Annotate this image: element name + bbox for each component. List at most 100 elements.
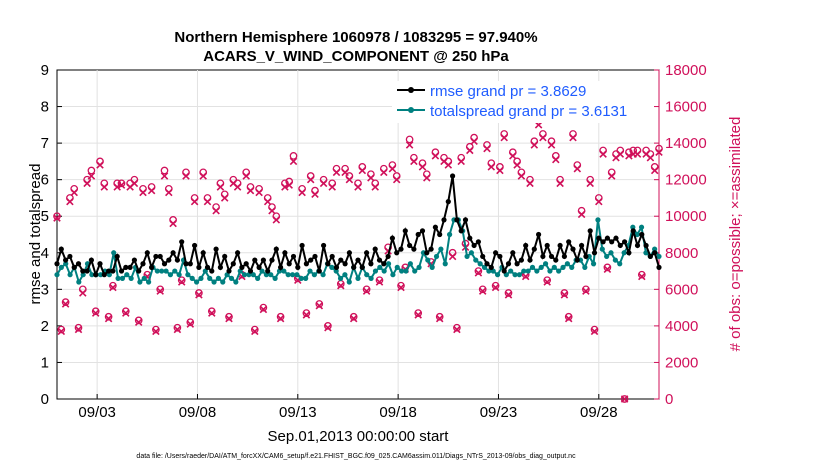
obs-assimilated-point <box>289 157 298 166</box>
obs-assimilated-point <box>599 150 607 158</box>
totalspread-point <box>98 272 104 278</box>
obs-possible-point <box>207 307 216 316</box>
obs-possible-point <box>637 270 646 279</box>
rmse-point <box>299 242 305 249</box>
totalspread-point <box>612 257 618 263</box>
legend: rmse grand pr = 3.8629 totalspread grand… <box>392 81 654 123</box>
obs-assimilated-point <box>311 190 319 199</box>
rmse-point <box>75 261 82 267</box>
obs-assimilated-point <box>380 168 388 177</box>
rmse-point <box>247 268 254 274</box>
totalspread-point <box>115 275 121 281</box>
totalspread-point <box>198 275 204 281</box>
obs-assimilated-point <box>152 327 160 336</box>
rmse-point <box>333 264 340 270</box>
rmse-point <box>454 217 460 223</box>
right-y-axis-ticks: 0 2000 4000 6000 8000 10000 12000 14000 16000 180… <box>654 62 707 408</box>
totalspread-point <box>67 272 73 278</box>
rmse-point <box>106 268 112 274</box>
obs-assimilated-point <box>337 281 345 290</box>
obs-possible-point <box>564 312 573 321</box>
obs-possible-point <box>156 285 165 294</box>
rmse-point <box>574 257 580 263</box>
obs-assimilated-point <box>281 183 289 191</box>
rmse-point <box>136 268 142 274</box>
totalspread-point <box>294 272 300 278</box>
x-tick-label: 09/23 <box>480 404 518 421</box>
obs-assimilated-point <box>457 157 465 166</box>
obs-assimilated-point <box>603 265 612 273</box>
rmse-point <box>484 261 490 267</box>
rmse-point <box>548 253 555 260</box>
obs-possible-point <box>276 312 285 321</box>
obs-possible-point <box>315 300 324 308</box>
totalspread-point <box>525 268 531 274</box>
obs-assimilated-point <box>552 155 560 164</box>
rmse-point <box>493 250 499 256</box>
rmse-point <box>561 253 568 260</box>
left-y-tick-label: 1 <box>41 354 49 371</box>
totalspread-point <box>320 272 326 278</box>
obs-assimilated-point <box>306 175 315 184</box>
left-y-tick-label: 4 <box>41 245 49 262</box>
right-y-axis-label: # of obs: o=possible; ×=assimilated <box>727 117 744 352</box>
obs-possible-point <box>504 289 513 297</box>
totalspread-point <box>447 231 453 238</box>
obs-assimilated-point <box>220 194 229 202</box>
rmse-point <box>359 264 365 270</box>
totalspread-point <box>241 272 248 278</box>
obs-assimilated-point <box>547 141 556 149</box>
obs-assimilated-point <box>633 150 642 158</box>
totalspread-point <box>521 268 527 274</box>
right-y-tick-label: 14000 <box>665 135 707 152</box>
rmse-point <box>58 246 64 252</box>
rmse-point <box>462 217 469 223</box>
obs-assimilated-point <box>345 175 354 184</box>
rmse-point <box>88 257 94 263</box>
legend-rmse-marker <box>408 87 414 93</box>
obs-assimilated-point <box>354 183 362 191</box>
obs-assimilated-point <box>431 152 440 160</box>
totalspread-point <box>604 253 610 260</box>
rmse-point <box>67 253 73 260</box>
obs-assimilated-point <box>212 206 220 215</box>
obs-assimilated-point <box>302 311 311 319</box>
totalspread-point <box>569 264 575 270</box>
obs-possible-point <box>543 276 552 285</box>
rmse-point <box>346 250 352 256</box>
obs-assimilated-point <box>173 325 182 334</box>
totalspread-point <box>58 264 64 270</box>
rmse-point <box>475 239 481 245</box>
obs-assimilated-point <box>470 137 478 146</box>
rmse-point <box>235 250 241 256</box>
rmse-point <box>639 231 645 238</box>
obs-possible-point <box>324 322 332 330</box>
obs-assimilated-point <box>543 278 551 286</box>
rmse-point <box>325 261 331 267</box>
obs-assimilated-point <box>315 302 324 310</box>
totalspread-point <box>464 253 470 260</box>
rmse-point <box>566 239 572 245</box>
rmse-point <box>265 268 271 274</box>
obs-assimilated-point <box>122 309 130 317</box>
obs-possible-point <box>375 276 384 285</box>
plot-frame <box>56 69 660 400</box>
right-y-tick-label: 10000 <box>665 208 707 225</box>
rmse-point <box>604 235 611 241</box>
obs-assimilated-point <box>646 153 655 162</box>
rmse-point <box>170 250 176 256</box>
totalspread-point <box>381 268 387 274</box>
rmse-point <box>514 261 520 267</box>
totalspread-point <box>407 261 413 267</box>
totalspread-point <box>128 275 134 281</box>
rmse-point <box>450 173 456 179</box>
obs-assimilated-point <box>362 287 371 295</box>
obs-assimilated-point <box>134 318 143 326</box>
totalspread-point <box>608 250 614 256</box>
obs-possible-point <box>603 263 612 272</box>
left-y-tick-label: 9 <box>41 62 49 79</box>
obs-assimilated-point <box>208 309 216 317</box>
obs-assimilated-point <box>367 174 375 182</box>
totalspread-point <box>119 275 126 281</box>
obs-possible-point <box>225 312 233 321</box>
